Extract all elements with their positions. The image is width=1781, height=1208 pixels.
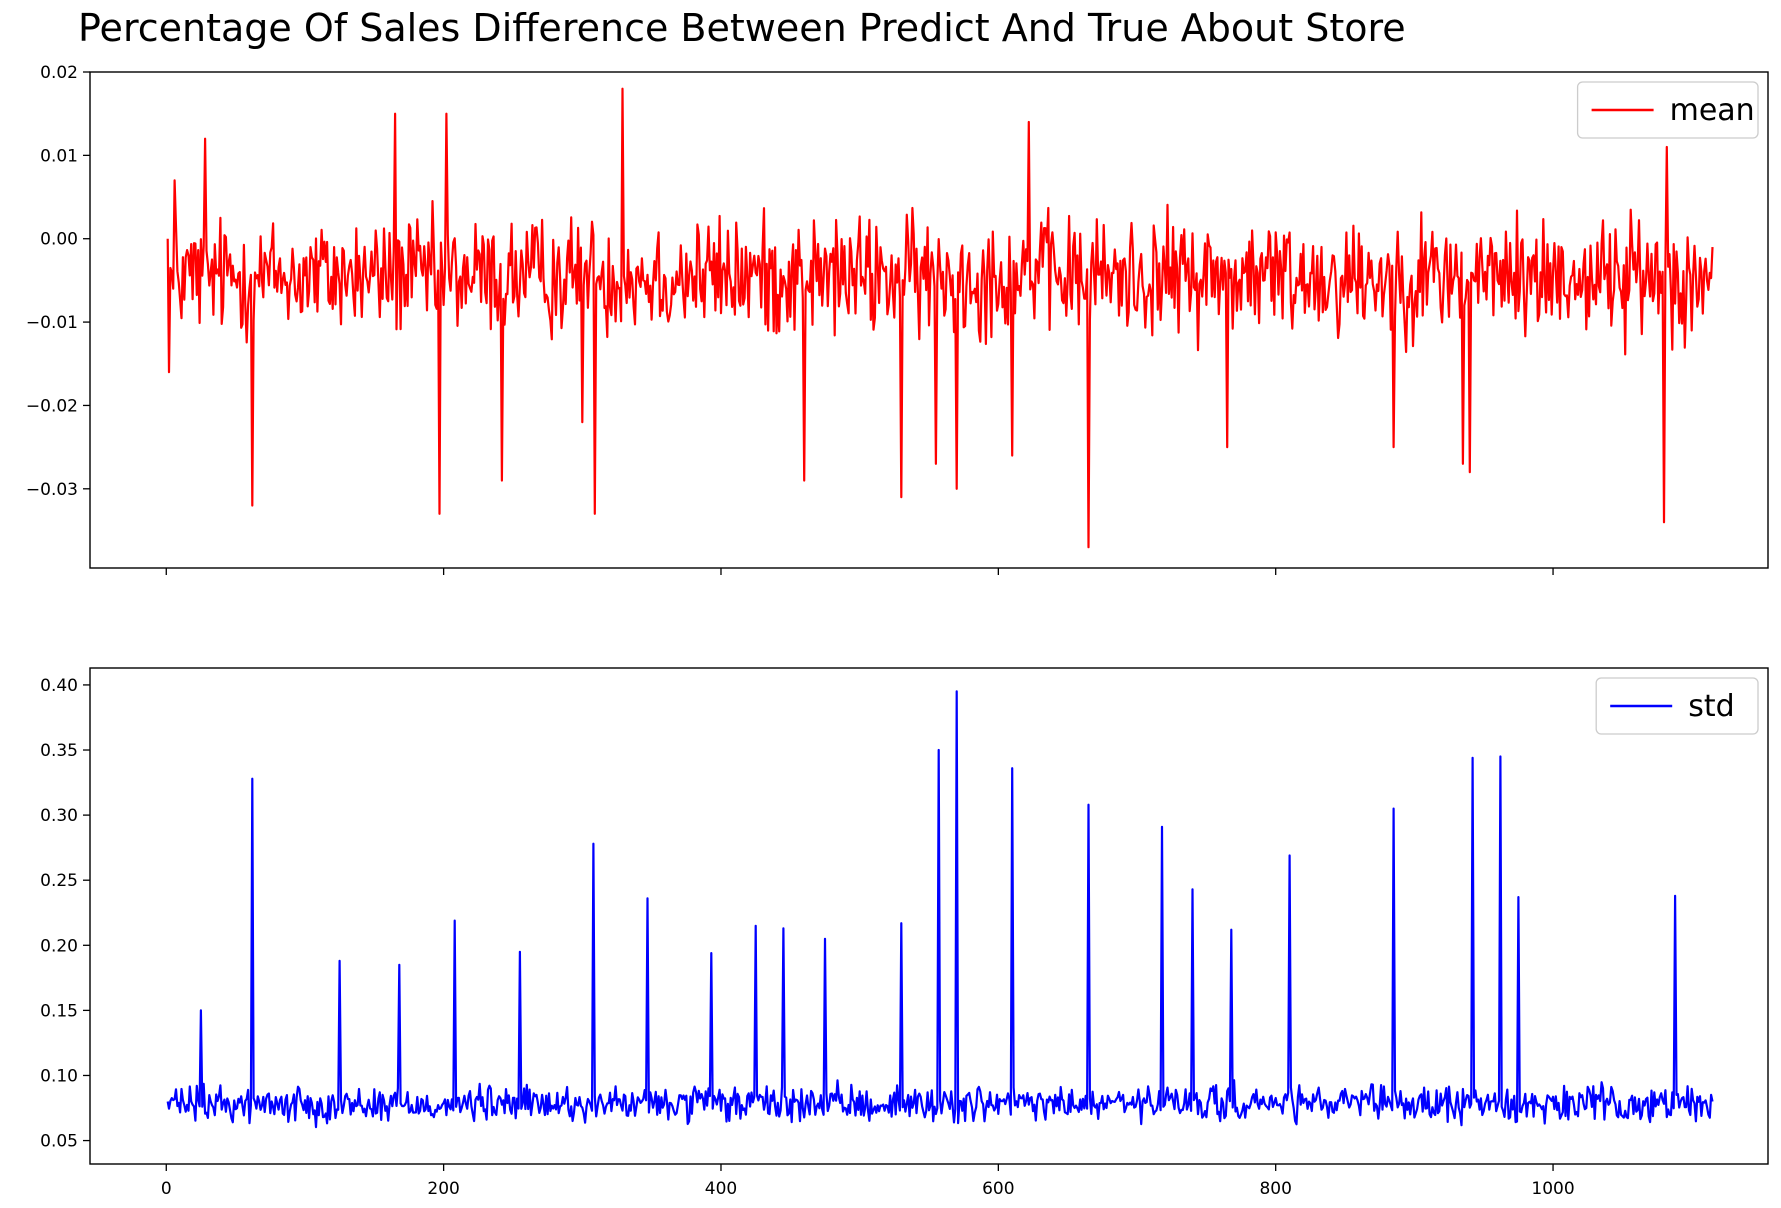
y-tick-label: 0.40 <box>40 676 78 696</box>
plot-frame <box>89 71 1769 569</box>
x-tick-label: 800 <box>1259 1179 1291 1199</box>
legend: mean <box>1576 81 1759 139</box>
y-tick-label: 0.05 <box>40 1132 78 1152</box>
x-tick-label: 400 <box>705 1179 737 1199</box>
y-tick-label: 0.25 <box>40 871 78 891</box>
y-tick-label: 0.20 <box>40 936 78 956</box>
legend-label: mean <box>1670 93 1755 128</box>
legend-box <box>1595 677 1759 735</box>
plot-frame <box>89 667 1769 1165</box>
y-tick-label: 0.00 <box>40 230 78 250</box>
series-line-mean <box>166 87 1714 549</box>
y-tick-label: −0.03 <box>26 480 78 500</box>
y-tick-label: 0.15 <box>40 1001 78 1021</box>
series-line-std <box>166 690 1714 1129</box>
y-tick-label: −0.01 <box>26 313 78 333</box>
legend-label: std <box>1688 689 1734 724</box>
x-tick-label: 200 <box>427 1179 459 1199</box>
x-tick-label: 0 <box>161 1179 172 1199</box>
legend: std <box>1595 677 1759 735</box>
y-tick-label: 0.10 <box>40 1066 78 1086</box>
y-tick-label: 0.30 <box>40 806 78 826</box>
std-panel: 0.05 0.10 0.15 0.20 0.25 0.30 0.35 0.40 0 200 400 6… <box>40 667 1769 1199</box>
chart-title: Percentage Of Sales Difference Between P… <box>78 6 1406 50</box>
y-tick-label: 0.02 <box>40 63 78 83</box>
y-tick-label: 0.35 <box>40 741 78 761</box>
y-tick-label: 0.01 <box>40 146 78 166</box>
legend-box <box>1576 81 1759 139</box>
x-tick-label: 1000 <box>1531 1179 1574 1199</box>
y-tick-label: −0.02 <box>26 396 78 416</box>
mean-panel: −0.03 −0.02 −0.01 0.00 0.01 0.02 mean <box>26 63 1769 575</box>
x-tick-label: 600 <box>982 1179 1014 1199</box>
